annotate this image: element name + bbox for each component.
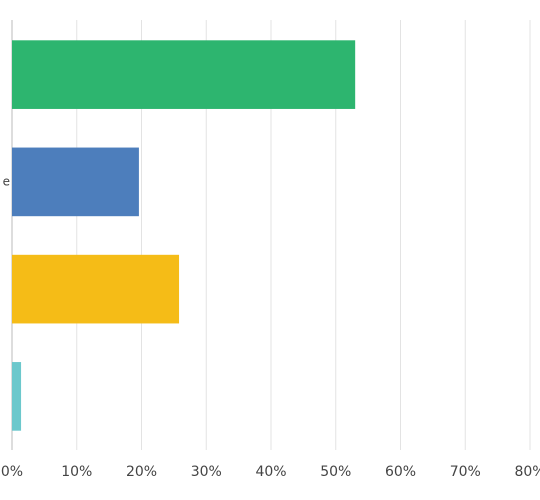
x-tick-label: 80%: [514, 464, 540, 480]
y-tick-label: e: [3, 174, 10, 188]
x-tick-label: 70%: [450, 464, 481, 480]
x-tick-label: 60%: [385, 464, 416, 480]
x-tick-label: 50%: [320, 464, 351, 480]
bar: [12, 147, 139, 217]
x-tick-label: 10%: [61, 464, 92, 480]
bar: [12, 362, 22, 431]
x-tick-label: 0%: [1, 464, 23, 480]
x-tick-label: 20%: [126, 464, 157, 480]
x-tick-label: 30%: [191, 464, 222, 480]
x-tick-label: 40%: [255, 464, 286, 480]
bar: [12, 254, 180, 324]
bar: [12, 40, 356, 109]
